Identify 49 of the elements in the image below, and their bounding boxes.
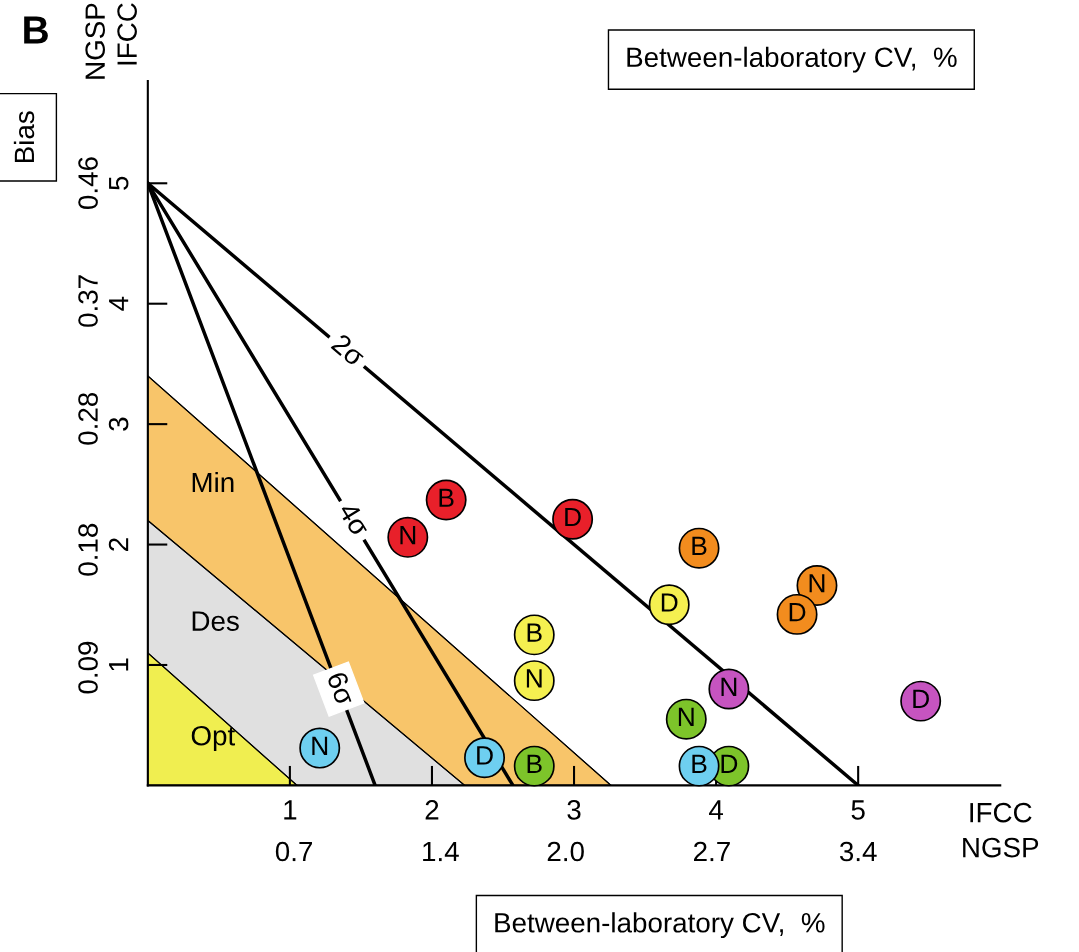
data-label: N bbox=[809, 574, 825, 593]
y-tick-label: 3 bbox=[108, 417, 129, 431]
data-label: B bbox=[692, 754, 707, 773]
x2-tick-label: 0.7 bbox=[275, 841, 312, 862]
series-label: Min bbox=[192, 471, 234, 493]
y-tick-label: 1 bbox=[109, 658, 129, 671]
y2-tick-label: 0.46 bbox=[78, 157, 98, 209]
x-axis-title: Between-laboratory CV, % bbox=[495, 912, 825, 939]
x-tick-label: 5 bbox=[851, 800, 865, 820]
x2-tick-label: 3.4 bbox=[839, 841, 877, 862]
y-tick-label: 4 bbox=[109, 296, 129, 311]
y2-tick-label: 0.37 bbox=[78, 275, 98, 327]
y2-tick-label: 0.09 bbox=[78, 641, 98, 694]
text: 2σ bbox=[330, 332, 367, 368]
x2-tick-label: 2.7 bbox=[694, 841, 730, 862]
data-label: N bbox=[721, 677, 737, 696]
chart-title: Between-laboratory CV, % bbox=[627, 46, 957, 73]
x-tick-label: 1 bbox=[284, 800, 297, 820]
x2-tick-label: 2.0 bbox=[547, 841, 584, 862]
data-label: B bbox=[692, 536, 707, 555]
y2-axis-title: Bias bbox=[13, 111, 35, 163]
series-label: Des bbox=[192, 611, 239, 631]
data-label: D bbox=[477, 746, 493, 765]
data-label: D bbox=[721, 754, 738, 773]
data-label: B bbox=[439, 488, 454, 507]
data-label: D bbox=[661, 593, 678, 612]
data-label: D bbox=[565, 507, 581, 527]
data-label: D bbox=[789, 603, 806, 622]
x2-tick-label: 1.4 bbox=[423, 841, 459, 862]
data-label: N bbox=[400, 526, 416, 545]
data-label: N bbox=[526, 669, 542, 688]
data-label: N bbox=[678, 707, 694, 726]
data-label: B bbox=[527, 623, 542, 642]
data-label: N bbox=[312, 736, 328, 755]
x-tick-label: 2 bbox=[425, 800, 439, 820]
y-tick-label: 5 bbox=[109, 176, 129, 190]
text: 6σ bbox=[326, 670, 356, 707]
series-label: Opt bbox=[191, 725, 236, 752]
data-label: B bbox=[527, 754, 542, 773]
y2-tick-label: 0.18 bbox=[78, 523, 98, 576]
text: B bbox=[24, 16, 48, 44]
y2-tick-label: 0.28 bbox=[78, 392, 98, 445]
x-tick-label: 3 bbox=[567, 800, 581, 820]
x-tick-label: 4 bbox=[709, 800, 724, 820]
text: 4σ bbox=[337, 500, 371, 538]
text: NGSP IFCC bbox=[85, 3, 137, 79]
text: IFCC NGSP bbox=[963, 802, 1039, 858]
y-tick-label: 2 bbox=[108, 538, 129, 551]
data-label: D bbox=[913, 689, 929, 708]
